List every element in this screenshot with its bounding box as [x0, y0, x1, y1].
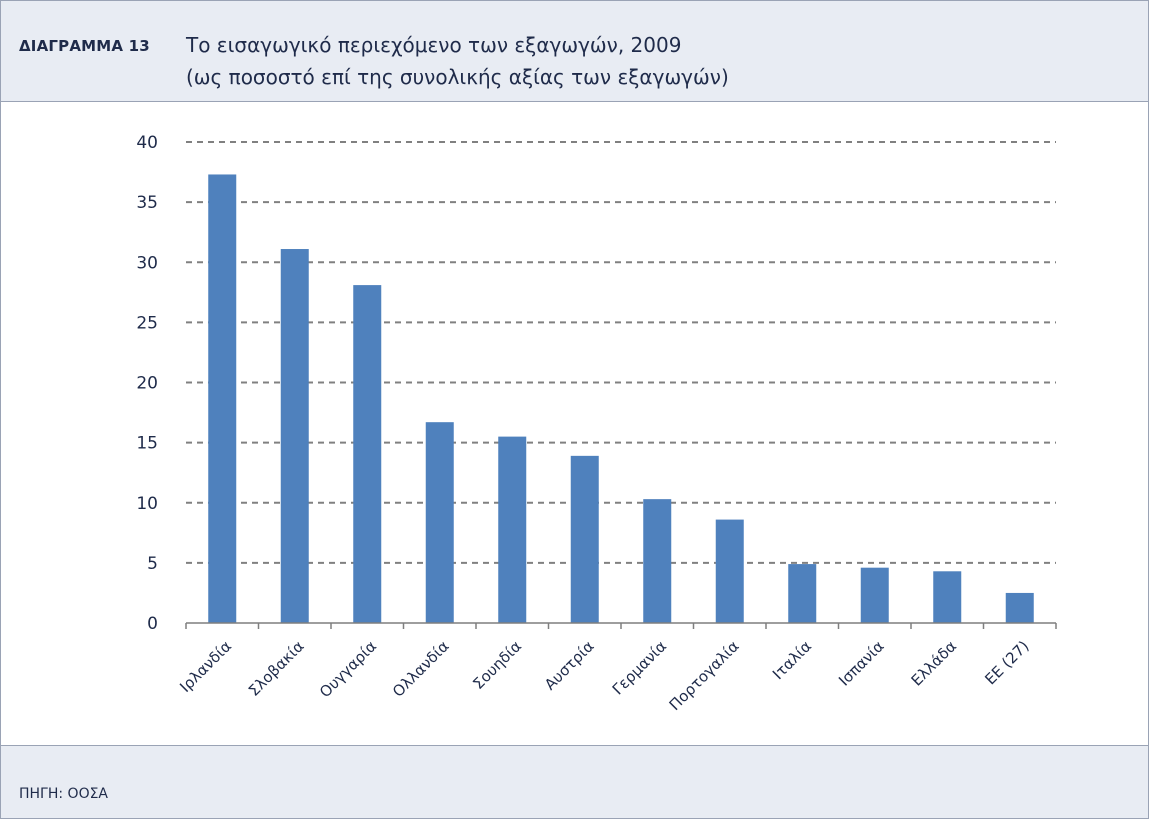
bar — [788, 564, 817, 623]
bar — [860, 567, 889, 623]
y-tick-label: 30 — [136, 253, 158, 273]
x-tick-label: Ισπανία — [835, 637, 888, 690]
x-axis-labels: Ιρλανδία Σλοβακία Ουγγαρία Ολλανδία Σουηδία Α… — [176, 637, 1032, 714]
y-tick-label: 0 — [147, 614, 158, 634]
bar — [570, 455, 599, 623]
bar — [715, 519, 744, 623]
bar — [1005, 592, 1034, 623]
figure-header: ΔΙΑΓΡΑΜΜΑ 13 Το εισαγωγικό περιεχόμενο τ… — [1, 1, 1148, 102]
x-tick-label: Σουηδία — [469, 637, 525, 693]
y-tick-label: 10 — [136, 494, 158, 514]
figure-title: Το εισαγωγικό περιεχόμενο των εξαγωγών, … — [186, 29, 1116, 93]
x-tick-label: ΕΕ (27) — [981, 637, 1032, 688]
bar — [353, 285, 382, 623]
y-tick-label: 15 — [136, 434, 158, 454]
bar — [643, 499, 672, 623]
source-note: ΠΗΓΗ: ΟΟΣΑ — [19, 786, 109, 802]
x-tick-label: Ελλάδα — [908, 637, 961, 690]
gridlines — [186, 141, 1056, 564]
x-tick-label: Σλοβακία — [245, 637, 308, 700]
bar — [933, 571, 962, 623]
bar — [425, 422, 454, 623]
x-tick-label: Ολλανδία — [389, 637, 453, 701]
figure-footer: ΠΗΓΗ: ΟΟΣΑ — [1, 746, 1148, 818]
figure-label: ΔΙΑΓΡΑΜΜΑ 13 — [19, 37, 150, 55]
figure-title-line-1: Το εισαγωγικό περιεχόμενο των εξαγωγών, … — [186, 33, 682, 57]
x-tick-label: Πορτογαλία — [666, 637, 743, 714]
y-tick-label: 40 — [136, 133, 158, 153]
y-tick-label: 25 — [136, 313, 158, 333]
x-axis — [185, 622, 1057, 629]
bar-chart: 0 5 10 15 20 25 30 35 40 Ιρλανδία Σλοβακία Ουγγαρί… — [136, 133, 1057, 714]
x-tick-label: Ιρλανδία — [176, 637, 235, 696]
y-tick-label: 5 — [147, 554, 158, 574]
bar — [498, 436, 527, 623]
x-tick-label: Αυστρία — [541, 637, 598, 694]
bar — [280, 249, 309, 623]
figure-title-line-2: (ως ποσοστό επί της συνολικής αξίας των … — [186, 65, 729, 89]
y-tick-label: 35 — [136, 193, 158, 213]
chart-area: 0 5 10 15 20 25 30 35 40 Ιρλανδία Σλοβακία Ουγγαρί… — [1, 102, 1148, 746]
x-tick-label: Ουγγαρία — [316, 637, 380, 701]
y-axis-ticks: 0 5 10 15 20 25 30 35 40 — [136, 133, 158, 634]
x-tick-label: Γερμανία — [609, 637, 670, 698]
y-tick-label: 20 — [136, 374, 158, 394]
bars — [208, 174, 1034, 623]
bar — [208, 174, 237, 623]
x-tick-label: Ιταλία — [769, 637, 815, 683]
